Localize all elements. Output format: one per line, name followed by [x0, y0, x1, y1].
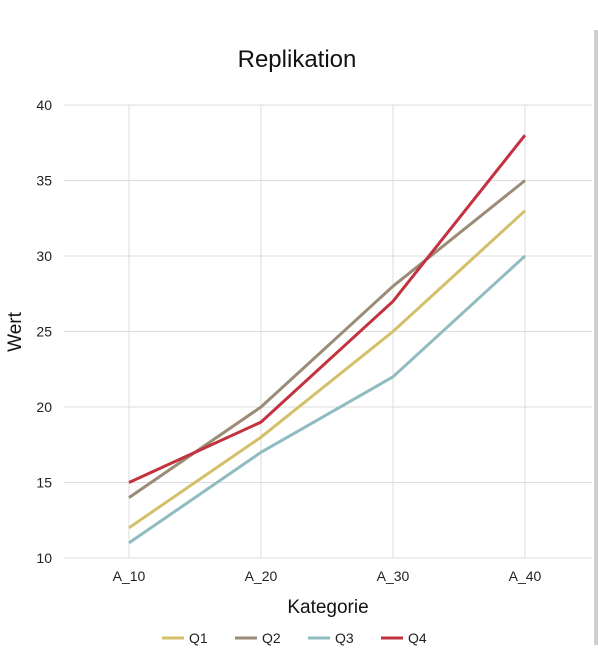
y-tick-label: 35 — [36, 173, 52, 189]
y-axis-label: Wert — [5, 311, 26, 351]
y-tick-label: 20 — [36, 399, 52, 415]
x-tick-label: A_10 — [113, 568, 146, 584]
series-lines — [128, 134, 527, 545]
scrollbar-edge — [594, 30, 598, 645]
axes: 10 15 20 25 30 35 40 A_10 A_20 A_30 A_40 — [36, 97, 541, 584]
legend-label-q2: Q2 — [262, 630, 281, 646]
y-tick-label: 15 — [36, 475, 52, 491]
y-tick-label: 40 — [36, 97, 52, 113]
chart-title: Replikation — [238, 46, 357, 73]
series-line-q4 — [128, 134, 527, 484]
y-tick-label: 30 — [36, 248, 52, 264]
legend-label-q3: Q3 — [335, 630, 354, 646]
series-line-q1 — [128, 209, 527, 530]
series-line-q3 — [128, 254, 527, 545]
legend: Q1 Q2 Q3 Q4 — [162, 630, 427, 646]
x-tick-label: A_30 — [377, 568, 410, 584]
legend-label-q1: Q1 — [189, 630, 208, 646]
legend-label-q4: Q4 — [408, 630, 427, 646]
grid — [64, 104, 592, 559]
x-tick-label: A_40 — [509, 568, 542, 584]
y-tick-label: 25 — [36, 324, 52, 340]
x-tick-label: A_20 — [245, 568, 278, 584]
y-tick-label: 10 — [36, 550, 52, 566]
x-axis-label: Kategorie — [287, 597, 368, 618]
series-line-q2 — [128, 179, 526, 499]
